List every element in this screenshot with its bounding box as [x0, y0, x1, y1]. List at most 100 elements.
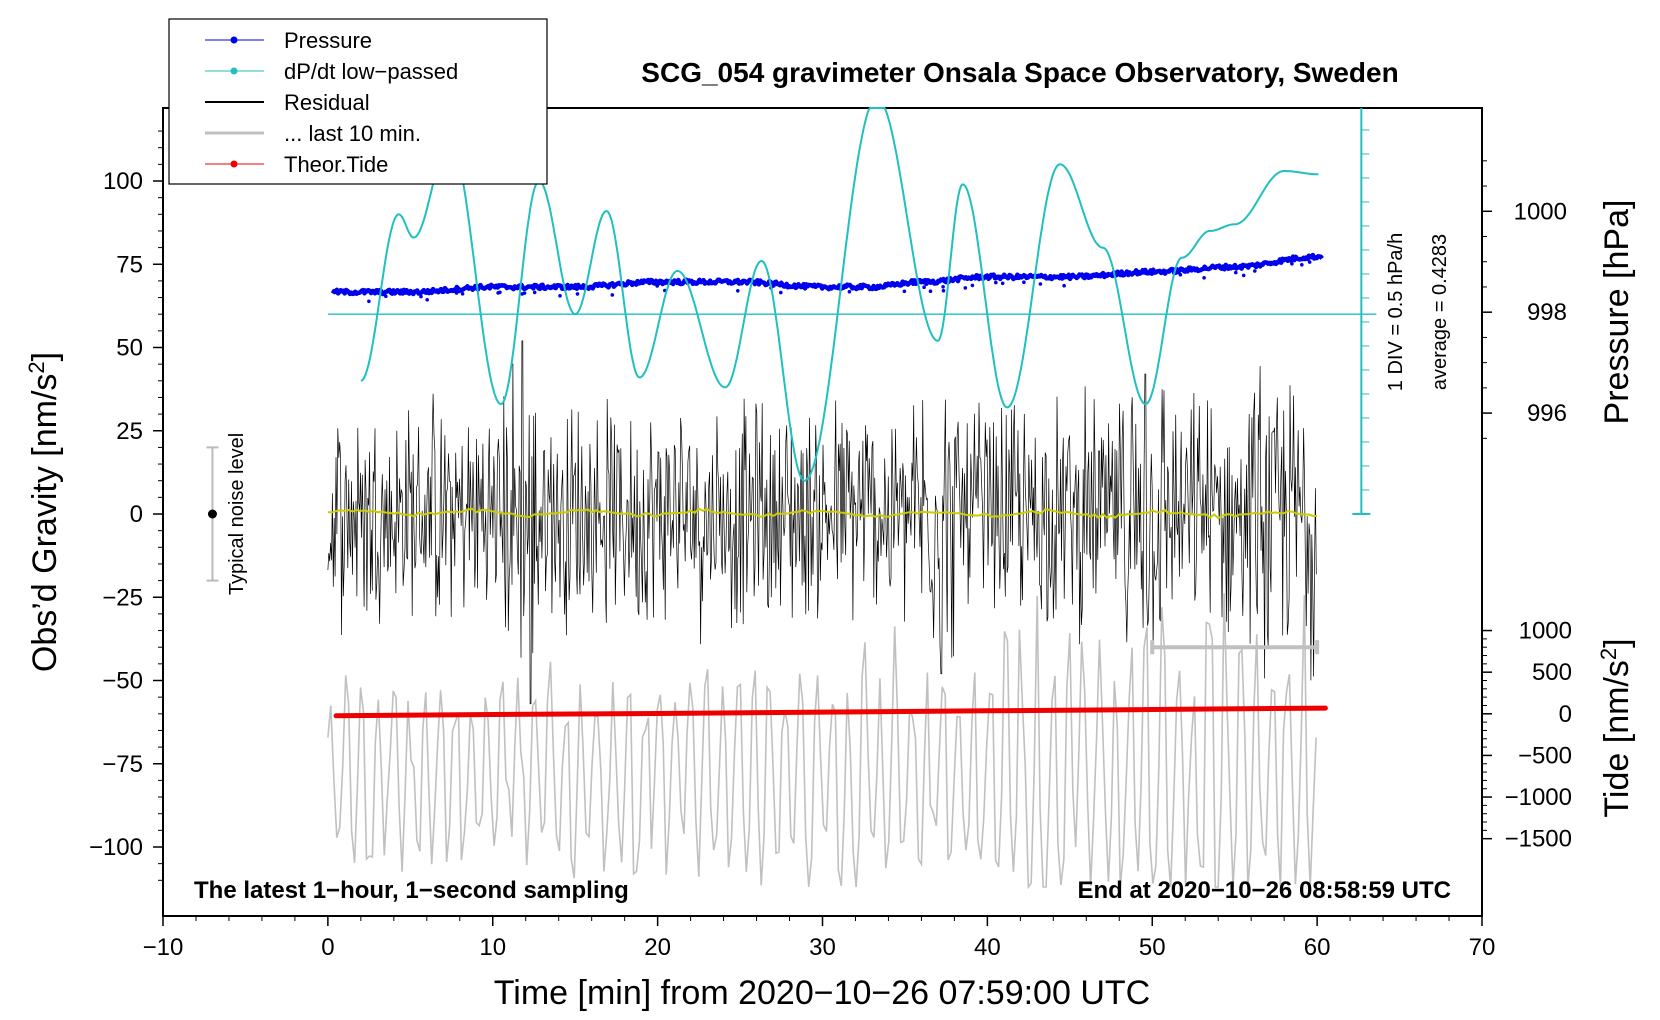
pressure-point — [847, 289, 852, 294]
pressure-point — [532, 290, 537, 295]
scale-bar — [1352, 108, 1371, 515]
pressure-point — [1234, 270, 1238, 275]
pressure-tick-label: 996 — [1527, 400, 1567, 427]
y-axis-title-main: Obs’d Gravity [nm/s — [26, 374, 64, 673]
y-axis-pressure: 1000 998 996 — [1482, 160, 1567, 439]
legend-label-last10: ... last 10 min. — [284, 121, 421, 146]
scale-bar-label: 1 DIV = 0.5 hPa/h — [1385, 233, 1407, 391]
y-axis-title-sup: 2 — [24, 361, 49, 373]
noise-center-dot — [207, 509, 217, 519]
pressure-point — [963, 286, 968, 290]
pressure-line — [330, 252, 1324, 297]
pressure-point — [655, 284, 659, 288]
y-tick-label: 75 — [116, 251, 143, 278]
legend-label-dpdt: dP/dt low−passed — [284, 59, 458, 84]
pressure-point — [1062, 283, 1066, 288]
dpdt-line — [360, 107, 1319, 482]
y-axis-title-end: ] — [26, 352, 64, 361]
pressure-point — [1038, 282, 1043, 286]
pressure-point — [1000, 281, 1005, 286]
pressure-axis-title: Pressure [hPa] — [1598, 200, 1636, 425]
residual-line — [327, 340, 1317, 705]
average-label: average = 0.4283 — [1429, 234, 1451, 390]
pressure-point — [1178, 272, 1183, 277]
pressure-point — [496, 291, 500, 295]
pressure-point — [779, 290, 783, 295]
tide-tick-label: 0 — [1559, 701, 1572, 728]
pressure-point — [941, 288, 946, 293]
legend-item-residual: Residual — [205, 90, 370, 115]
noise-label: Typical noise level — [226, 433, 248, 595]
x-tick-label: 10 — [479, 934, 506, 961]
pressure-tick-label: 1000 — [1514, 198, 1567, 225]
annotation-left: The latest 1−hour, 1−second sampling — [194, 877, 629, 904]
pressure-tick-label: 998 — [1527, 299, 1567, 326]
pressure-point — [460, 292, 465, 296]
tide-tick-label: −1500 — [1505, 826, 1572, 853]
pressure-point — [1300, 263, 1304, 267]
y-tick-label: 0 — [130, 501, 143, 528]
pressure-point — [384, 294, 388, 299]
legend-item-dpdt: dP/dt low−passed — [205, 59, 458, 84]
pressure-point — [928, 289, 933, 294]
pressure-point — [1290, 261, 1294, 266]
y-axis-gravity: 100 75 50 25 0 −25 −50 −75 −100 — [89, 130, 163, 881]
tide-axis-title-main: Tide [nm/s — [1598, 660, 1636, 817]
legend-label-residual: Residual — [284, 90, 370, 115]
tide-tick-label: −500 — [1518, 742, 1572, 769]
x-tick-label: 40 — [974, 934, 1001, 961]
tide-tick-label: 500 — [1532, 659, 1572, 686]
tide-line — [333, 705, 1328, 719]
pressure-point — [558, 294, 562, 298]
pressure-point — [367, 299, 371, 304]
pressure-series — [330, 252, 1324, 304]
pressure-point — [425, 298, 430, 302]
pressure-point — [575, 292, 580, 296]
tide-series — [333, 705, 1328, 719]
pressure-point — [970, 283, 975, 288]
pressure-point — [1202, 276, 1206, 280]
pressure-point — [1022, 280, 1026, 285]
tide-axis-title-end: ] — [1598, 638, 1636, 647]
y-axis-title: Obs’d Gravity [nm/s2] — [24, 352, 64, 672]
noise-marker — [206, 446, 219, 582]
pressure-point — [610, 293, 615, 297]
legend-dot-pressure — [230, 36, 238, 44]
legend-label-tide: Theor.Tide — [284, 152, 388, 177]
y-tick-label: −100 — [89, 834, 143, 861]
tide-axis-title-sup: 2 — [1596, 648, 1621, 660]
y-tick-label: 50 — [116, 335, 143, 362]
residual-smoothed-line — [327, 507, 1318, 520]
last10-series — [327, 593, 1317, 890]
pressure-point — [1307, 260, 1312, 264]
x-tick-label: 0 — [321, 934, 334, 961]
pressure-point — [1241, 273, 1246, 278]
residual-smoothed-series — [327, 507, 1318, 520]
pressure-point — [941, 285, 945, 289]
legend-item-last10: ... last 10 min. — [205, 121, 421, 146]
x-tick-label: 70 — [1469, 934, 1496, 961]
residual-series — [327, 340, 1317, 705]
x-tick-label: 30 — [809, 934, 836, 961]
x-axis: −10 0 10 20 30 40 50 60 70 — [143, 916, 1496, 961]
pressure-point — [454, 291, 459, 295]
tide-tick-label: 1000 — [1519, 618, 1572, 645]
y-tick-label: −50 — [102, 668, 143, 695]
last10-bar — [1150, 640, 1320, 655]
annotation-right: End at 2020−10−26 08:58:59 UTC — [1077, 877, 1451, 904]
y-tick-label: 100 — [103, 168, 143, 195]
y-axis-tide: 1000 500 0 −500 −1000 −1500 — [1482, 618, 1572, 853]
pressure-point — [922, 285, 926, 290]
legend-item-pressure: Pressure — [205, 28, 372, 53]
y-tick-label: −25 — [102, 584, 143, 611]
tide-axis-title: Tide [nm/s2] — [1596, 638, 1636, 817]
legend-dot-dpdt — [230, 67, 238, 75]
x-axis-title: Time [min] from 2020−10−26 07:59:00 UTC — [494, 974, 1150, 1012]
pressure-point — [902, 289, 907, 294]
y-tick-label: −75 — [102, 751, 143, 778]
pressure-point — [736, 289, 740, 293]
pressure-point — [419, 294, 423, 299]
y-tick-label: 25 — [116, 418, 143, 445]
pressure-point — [522, 291, 527, 295]
